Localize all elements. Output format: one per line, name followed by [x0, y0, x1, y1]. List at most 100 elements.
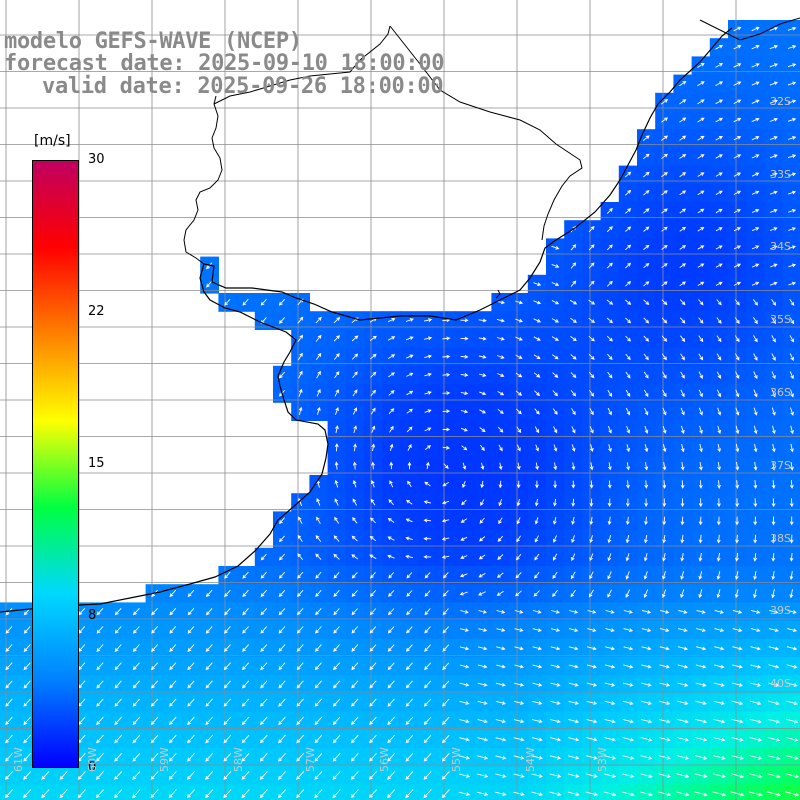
wind-arrow — [753, 516, 758, 526]
wind-arrow — [604, 700, 616, 705]
wind-arrow — [698, 516, 703, 526]
wind-arrow — [713, 737, 726, 742]
wind-arrow — [640, 773, 653, 778]
lat-label: 36S — [770, 386, 791, 399]
wind-arrow — [570, 244, 577, 251]
wind-arrow — [460, 427, 468, 432]
wind-arrow — [625, 371, 631, 379]
wind-arrow — [767, 773, 781, 779]
wind-cell — [127, 784, 147, 800]
wind-cell — [782, 420, 800, 440]
wind-arrow — [640, 755, 653, 760]
wind-arrow — [350, 734, 359, 744]
wind-arrow — [568, 664, 579, 669]
wind-arrow — [205, 680, 213, 689]
wind-arrow — [588, 244, 595, 251]
wind-arrow — [480, 480, 485, 489]
wind-arrow — [296, 716, 304, 726]
wind-arrow — [296, 608, 304, 616]
wind-arrow — [549, 737, 561, 742]
wind-arrow — [351, 554, 359, 560]
wind-arrow — [697, 245, 705, 250]
wind-cell — [728, 784, 747, 800]
wind-arrow — [734, 571, 739, 581]
wind-arrow — [771, 389, 776, 398]
wind-arrow — [605, 646, 615, 651]
wind-arrow — [624, 171, 632, 178]
wind-arrow — [187, 680, 195, 689]
wind-arrow — [679, 281, 687, 287]
wind-arrow — [223, 644, 231, 652]
wind-arrow — [732, 628, 743, 633]
wind-cell — [546, 784, 565, 800]
wind-arrow — [570, 317, 577, 323]
wind-arrow — [442, 590, 449, 597]
wind-arrow — [387, 626, 395, 634]
wind-arrow — [771, 298, 777, 306]
wind-arrow — [716, 371, 722, 379]
wind-arrow — [350, 716, 359, 726]
wind-arrow — [496, 664, 506, 669]
wind-arrow — [626, 444, 631, 453]
wind-arrow — [496, 572, 504, 578]
wind-arrow — [388, 372, 395, 378]
wind-arrow — [168, 734, 177, 744]
wind-arrow — [351, 335, 359, 342]
wind-arrow — [643, 208, 650, 214]
wind-arrow — [150, 734, 159, 744]
wind-cell — [309, 784, 329, 800]
wind-arrow — [661, 299, 668, 306]
wind-arrow — [150, 716, 159, 726]
wind-arrow — [734, 589, 739, 599]
wind-arrow — [604, 664, 616, 669]
wind-arrow — [315, 553, 322, 560]
wind-arrow — [698, 480, 703, 489]
wind-arrow — [699, 443, 703, 453]
wind-arrow — [513, 791, 525, 797]
wind-arrow — [790, 407, 794, 416]
wind-arrow — [114, 662, 122, 671]
wind-arrow — [351, 572, 358, 579]
wind-arrow — [151, 644, 159, 653]
wind-arrow — [697, 190, 705, 196]
wind-arrow — [260, 298, 267, 306]
wind-arrow — [661, 153, 668, 160]
wind-arrow — [169, 644, 177, 653]
wind-arrow — [588, 226, 595, 233]
wind-arrow — [533, 372, 541, 378]
wind-arrow — [771, 534, 776, 544]
wind-arrow — [278, 553, 286, 561]
wind-arrow — [333, 572, 340, 579]
wind-arrow — [387, 662, 395, 671]
wind-arrow — [715, 281, 723, 286]
wind-arrow — [677, 718, 689, 724]
wind-cell — [491, 784, 511, 800]
wind-arrow — [586, 755, 598, 760]
wind-arrow — [442, 391, 451, 395]
wind-arrow — [370, 371, 377, 378]
wind-arrow — [716, 571, 721, 580]
wind-arrow — [296, 626, 304, 634]
wind-arrow — [771, 480, 776, 489]
wind-arrow — [749, 718, 762, 724]
wind-arrow — [406, 572, 413, 579]
model-title: modelo GEFS-WAVE (NCEP) — [4, 29, 302, 54]
wind-arrow — [151, 607, 158, 616]
wind-arrow — [298, 406, 303, 416]
wind-arrow — [622, 718, 634, 724]
wind-arrow — [495, 791, 507, 797]
wind-arrow — [497, 535, 504, 543]
wind-arrow — [586, 718, 598, 724]
wind-arrow — [477, 719, 488, 724]
wind-arrow — [298, 370, 303, 379]
wind-arrow — [604, 718, 616, 724]
wind-arrow — [478, 572, 486, 578]
wind-arrow — [749, 736, 763, 742]
wind-arrow — [679, 208, 687, 214]
wind-arrow — [516, 480, 521, 489]
wind-arrow — [478, 628, 488, 632]
wind-arrow — [315, 571, 322, 579]
wind-arrow — [623, 610, 633, 614]
wind-arrow — [498, 444, 503, 452]
wind-arrow — [699, 425, 703, 434]
